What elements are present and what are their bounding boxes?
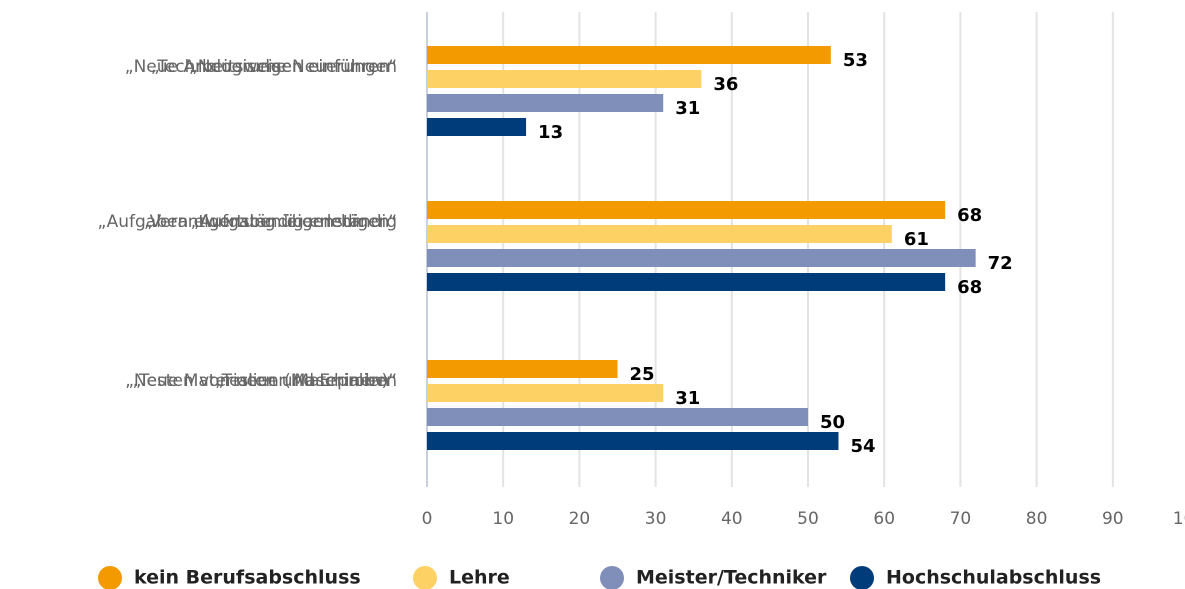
legend-label: Lehre	[449, 567, 510, 589]
x-tick-label: 60	[873, 509, 895, 529]
data-label: 72	[988, 253, 1013, 274]
x-tick-label: 90	[1102, 509, 1124, 529]
x-tick-label: 40	[721, 509, 743, 529]
bar	[427, 94, 664, 112]
category-label: „Testen und Erproben	[215, 371, 397, 391]
data-label: 61	[904, 229, 929, 250]
x-tick-label: 30	[645, 509, 667, 529]
data-label: 54	[850, 436, 875, 457]
bar	[427, 432, 839, 450]
category-label: „Neuerungen einführen“	[189, 57, 397, 77]
data-label: 31	[675, 388, 700, 409]
data-label: 53	[843, 50, 868, 71]
bar	[427, 273, 946, 291]
data-label: 25	[630, 364, 655, 385]
bar	[427, 384, 664, 402]
x-tick-label: 80	[1026, 509, 1048, 529]
x-tick-label: 10	[492, 509, 514, 529]
category-label: „Neue Materialien (Maschinen)“	[125, 371, 397, 391]
legend-marker	[600, 566, 624, 589]
data-label: 68	[957, 277, 982, 298]
data-label: 36	[713, 74, 738, 95]
bar	[427, 201, 946, 219]
bar	[427, 46, 831, 64]
legend-marker	[850, 566, 874, 589]
x-tick-label: 100	[1173, 509, 1185, 529]
bar	[427, 70, 702, 88]
data-label: 13	[538, 122, 563, 143]
bar	[427, 360, 618, 378]
legend-marker	[98, 566, 122, 589]
category-label: „Technologische Neuerungen	[151, 57, 397, 77]
bar	[427, 118, 527, 136]
data-label: 31	[675, 98, 700, 119]
x-tick-label: 70	[950, 509, 972, 529]
category-label: „Aufgaben eigenständig erledigen“	[97, 212, 397, 232]
legend-label: kein Berufsabschluss	[134, 567, 361, 589]
category-label: „Aufgaben eigenständig	[191, 212, 397, 232]
legend-label: Meister/Techniker	[636, 567, 827, 589]
legend-label: Hochschulabschluss	[886, 567, 1101, 589]
bar	[427, 249, 976, 267]
x-tick-label: 0	[422, 509, 433, 529]
bar	[427, 408, 808, 426]
category-label: „Neue Arbeitsweisen einführen“	[125, 57, 397, 77]
legend-marker	[413, 566, 437, 589]
x-tick-label: 50	[797, 509, 819, 529]
bar	[427, 225, 892, 243]
x-tick-label: 20	[569, 509, 591, 529]
data-label: 50	[820, 412, 845, 433]
category-label: „Verantwortung übernehmen“	[144, 212, 397, 232]
data-label: 68	[957, 205, 982, 226]
category-label: „Testen von neuen Materialien“	[133, 371, 397, 391]
